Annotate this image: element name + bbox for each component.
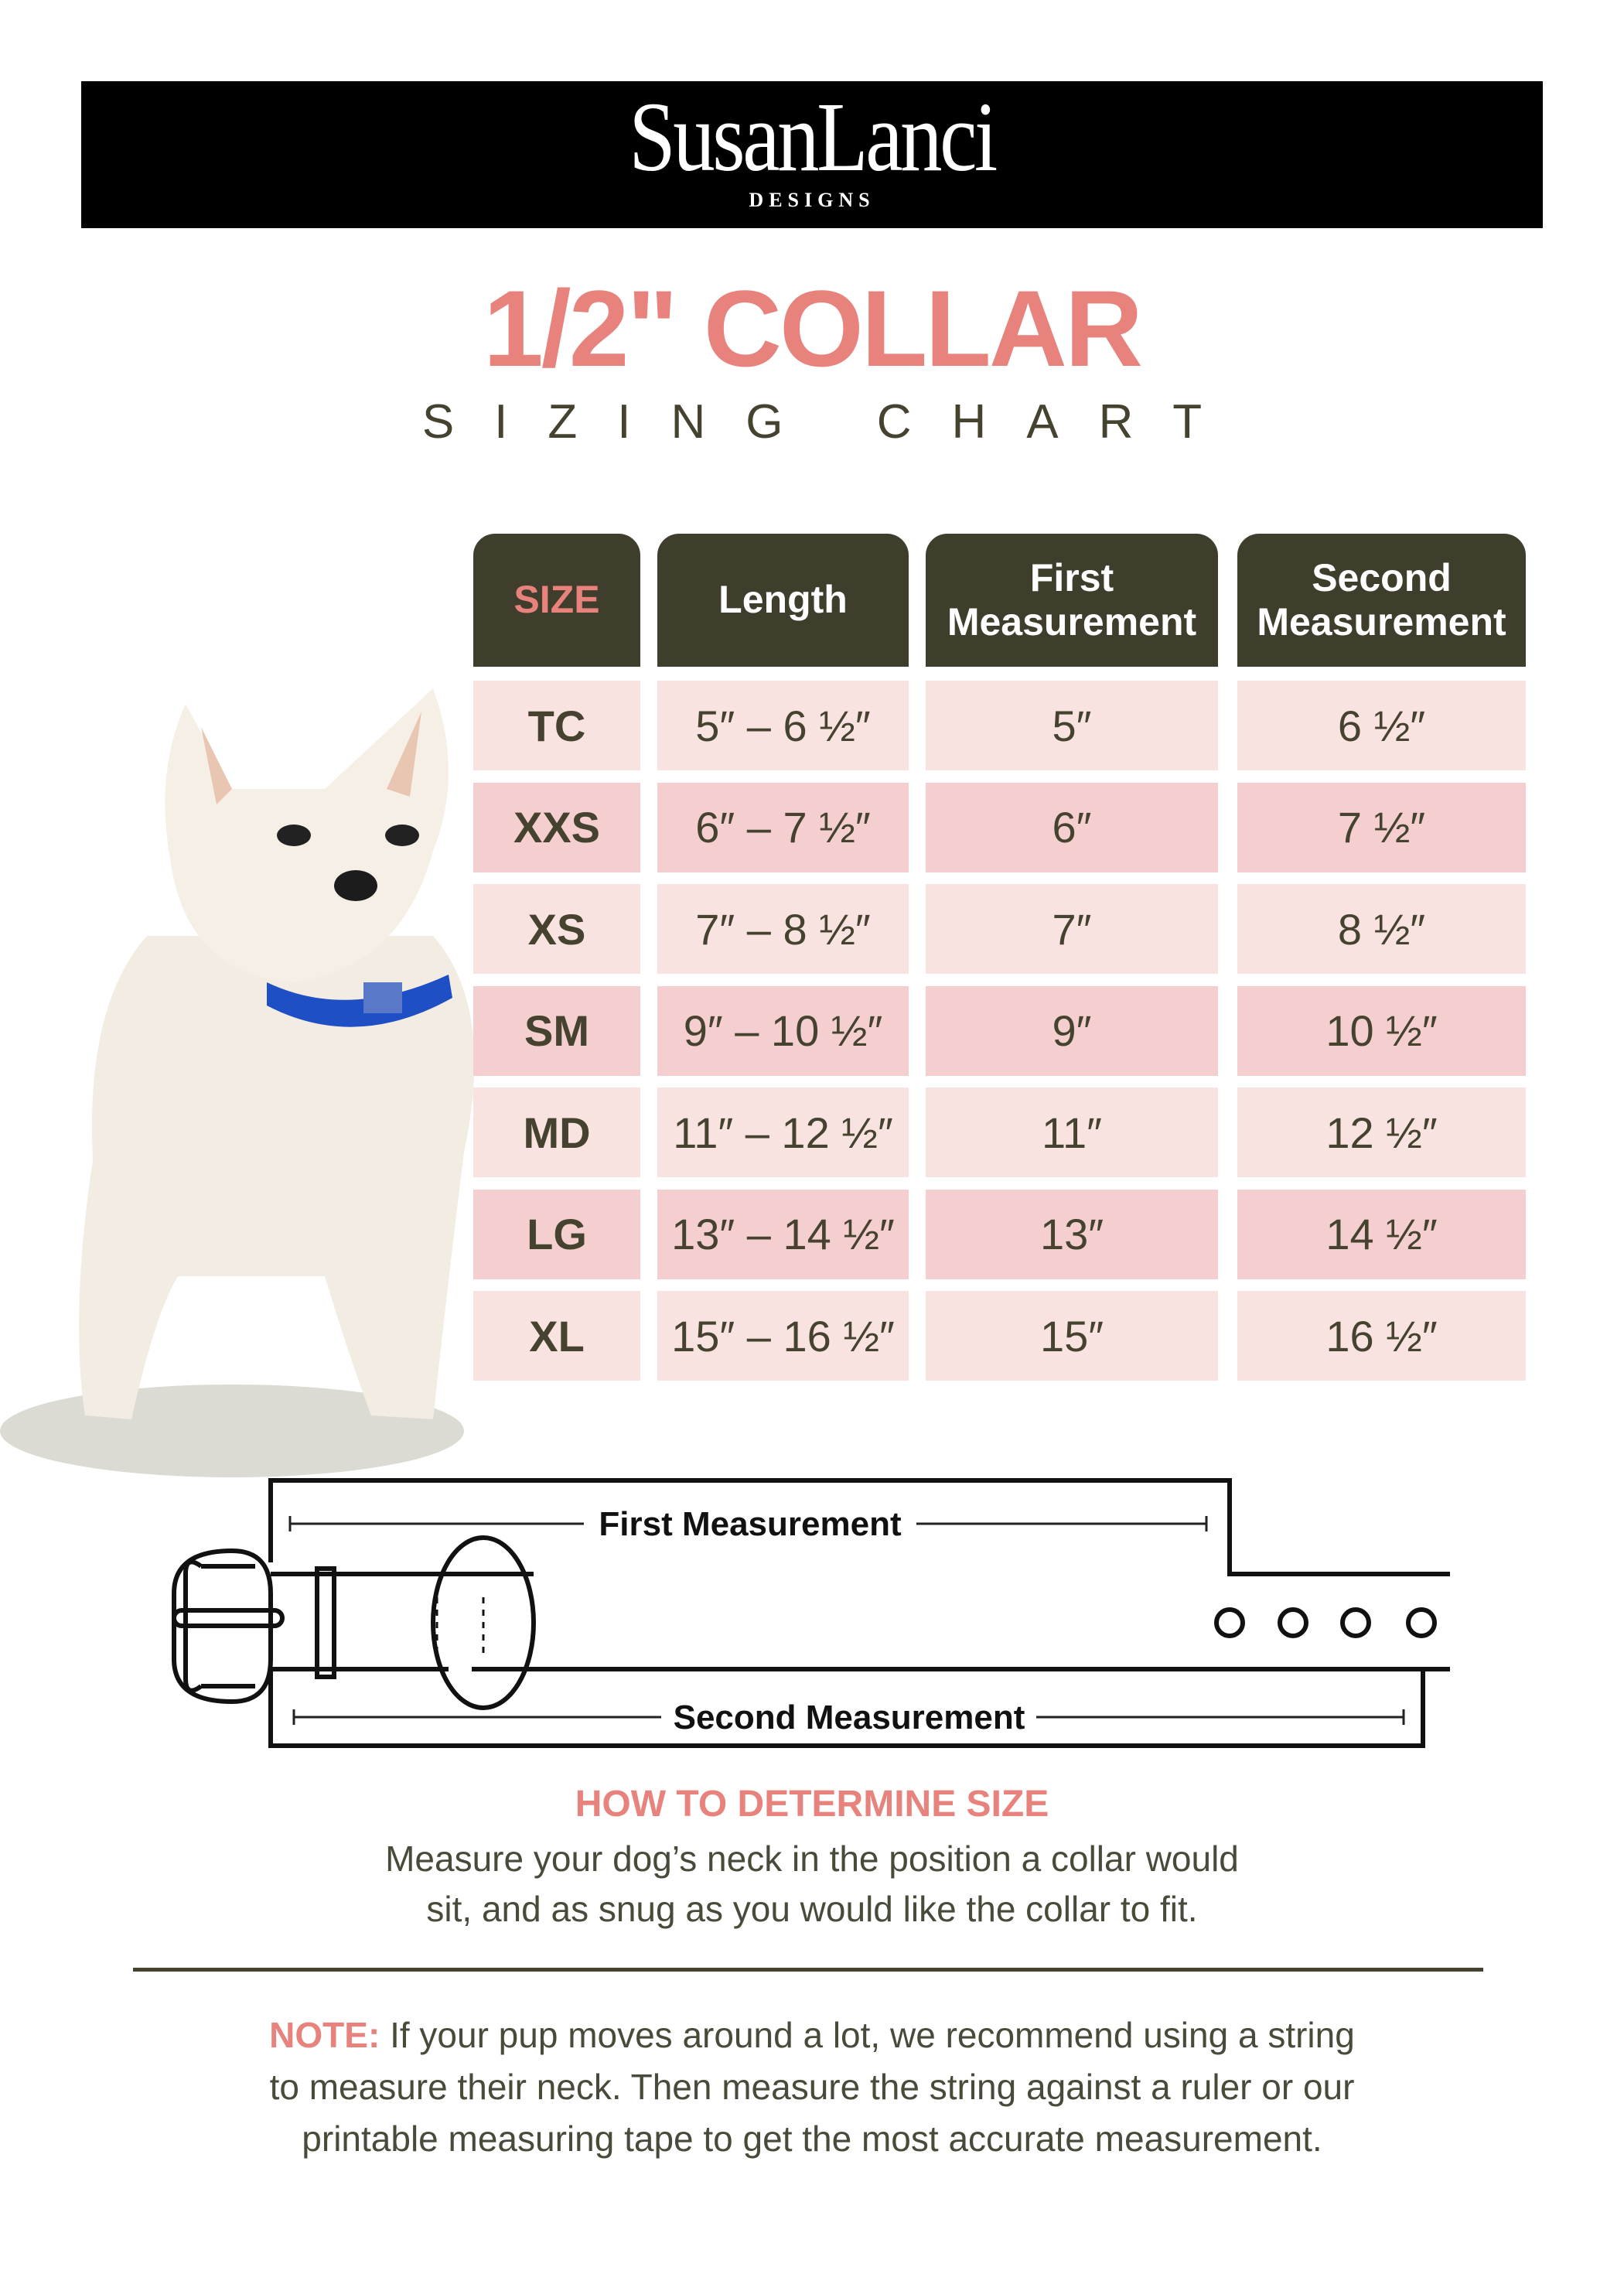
cell-size: SM [473, 985, 640, 1076]
cell-length: 9″ – 10 ½″ [657, 985, 909, 1076]
note-line-1: If your pup moves around a lot, we recom… [390, 2015, 1355, 2055]
header-size: SIZE [473, 534, 640, 667]
note-line-2: to measure their neck. Then measure the … [269, 2067, 1355, 2107]
cell-size: MD [473, 1087, 640, 1177]
cell-first-measurement: 9″ [926, 985, 1218, 1076]
brand-banner: SusanLanci DESIGNS [81, 81, 1543, 228]
cell-second-measurement: 6 ½″ [1237, 681, 1526, 770]
how-to-line-2: sit, and as snug as you would like the c… [426, 1889, 1198, 1929]
cell-first-measurement: 7″ [926, 884, 1218, 974]
cell-size: LG [473, 1189, 640, 1279]
page-title: 1/2" COLLAR [483, 268, 1143, 389]
cell-second-measurement: 12 ½″ [1237, 1087, 1526, 1177]
cell-length: 13″ – 14 ½″ [657, 1189, 909, 1279]
cell-first-measurement: 6″ [926, 782, 1218, 872]
page-subtitle: SIZING CHART [421, 395, 1243, 449]
first-measurement-label: First Measurement [599, 1505, 902, 1543]
cell-length: 7″ – 8 ½″ [657, 884, 909, 974]
cell-length: 6″ – 7 ½″ [657, 782, 909, 872]
cell-second-measurement: 10 ½″ [1237, 985, 1526, 1076]
cell-second-measurement: 8 ½″ [1237, 884, 1526, 974]
chihuahua-photo [0, 688, 475, 1477]
cell-second-measurement: 7 ½″ [1237, 782, 1526, 872]
cell-first-measurement: 13″ [926, 1189, 1218, 1279]
brand-logo-sub: DESIGNS [749, 189, 875, 211]
cell-first-measurement: 11″ [926, 1087, 1218, 1177]
header-first-measurement: First Measurement [926, 534, 1218, 667]
collar-diagram: First Measurement Second Measurement [172, 1478, 1450, 1748]
cell-first-measurement: 15″ [926, 1291, 1218, 1381]
cell-second-measurement: 16 ½″ [1237, 1291, 1526, 1381]
how-to-heading: HOW TO DETERMINE SIZE [575, 1784, 1049, 1825]
brand-logo: SusanLanci [629, 82, 998, 192]
note-label: NOTE: [269, 2015, 380, 2055]
divider [133, 1968, 1483, 1972]
header-second-measurement: Second Measurement [1237, 534, 1526, 667]
cell-size: TC [473, 681, 640, 770]
how-to-line-1: Measure your dog’s neck in the position … [385, 1839, 1239, 1879]
note-line-3: printable measuring tape to get the most… [302, 2119, 1322, 2159]
cell-size: XXS [473, 782, 640, 872]
cell-size: XL [473, 1291, 640, 1381]
header-length: Length [657, 534, 909, 667]
cell-first-measurement: 5″ [926, 681, 1218, 770]
cell-length: 5″ – 6 ½″ [657, 681, 909, 770]
cell-length: 15″ – 16 ½″ [657, 1291, 909, 1381]
cell-second-measurement: 14 ½″ [1237, 1189, 1526, 1279]
cell-size: XS [473, 884, 640, 974]
cell-length: 11″ – 12 ½″ [657, 1087, 909, 1177]
second-measurement-label: Second Measurement [674, 1699, 1025, 1736]
